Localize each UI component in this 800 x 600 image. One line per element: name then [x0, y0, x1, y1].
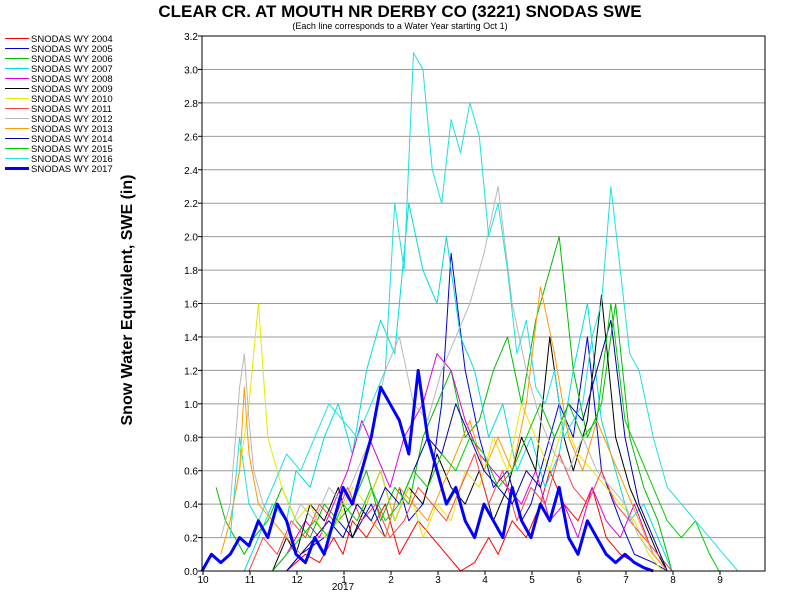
series-line-5 — [272, 294, 668, 572]
legend-swatch — [5, 107, 29, 109]
legend-label: SNODAS WY 2014 — [31, 134, 113, 145]
legend-label: SNODAS WY 2012 — [31, 114, 113, 125]
series-line-4 — [272, 353, 668, 572]
y-axis-ticks: 0.0 0.2 0.4 0.6 0.8 1.0 1.2 1.4 1.6 1.8 2.0 2.2 2.4 2… — [184, 32, 202, 578]
legend-swatch — [5, 157, 29, 159]
legend-label: SNODAS WY 2004 — [31, 34, 113, 45]
y-tick-label: 0.4 — [184, 500, 198, 511]
series-line-8 — [220, 186, 668, 572]
x-tick-label: 1 — [341, 575, 347, 586]
year-label: 2017 — [332, 582, 355, 593]
y-tick-label: 0.8 — [184, 433, 198, 444]
series-line-7 — [248, 453, 673, 572]
legend-label: SNODAS WY 2005 — [31, 44, 113, 55]
x-tick-label: 5 — [529, 575, 535, 586]
legend-swatch — [5, 47, 29, 49]
legend-label: SNODAS WY 2016 — [31, 154, 113, 165]
legend-label: SNODAS WY 2011 — [31, 104, 112, 115]
legend-swatch — [5, 117, 29, 119]
x-axis-ticks: 10 11 12 1 2 3 4 5 6 7 8 9 — [197, 571, 723, 586]
x-tick-label: 3 — [435, 575, 441, 586]
legend-swatch — [5, 77, 29, 79]
legend-label: SNODAS WY 2009 — [31, 84, 113, 95]
chart-subtitle: (Each line corresponds to a Water Year s… — [292, 21, 508, 31]
y-tick-label: 1.8 — [184, 266, 198, 277]
legend-swatch — [5, 166, 29, 170]
x-tick-label: 2 — [388, 575, 394, 586]
legend-label: SNODAS WY 2017 — [31, 164, 113, 175]
legend-label: SNODAS WY 2015 — [31, 144, 113, 155]
legend-swatch — [5, 87, 29, 89]
legend-label: SNODAS WY 2010 — [31, 94, 113, 105]
y-tick-label: 2.6 — [184, 132, 198, 143]
legend: SNODAS WY 2004 SNODAS WY 2005 SNODAS WY 20… — [5, 35, 113, 175]
series-line-1 — [286, 252, 668, 572]
legend-entry: SNODAS WY 2014 — [5, 135, 113, 145]
y-tick-label: 3.0 — [184, 65, 198, 76]
chart-title: CLEAR CR. AT MOUTH NR DERBY CO (3221) SN… — [158, 2, 642, 21]
legend-entry: SNODAS WY 2004 — [5, 35, 113, 45]
x-tick-label: 7 — [623, 575, 629, 586]
series-layer — [200, 52, 739, 573]
legend-entry: SNODAS WY 2006 — [5, 55, 113, 65]
legend-entry: SNODAS WY 2007 — [5, 65, 113, 75]
legend-entry: SNODAS WY 2005 — [5, 45, 113, 55]
legend-swatch — [5, 67, 29, 69]
series-line-3 — [243, 202, 673, 572]
series-line-11 — [272, 303, 720, 572]
legend-entry: SNODAS WY 2016 — [5, 155, 113, 165]
x-tick-label: 12 — [291, 575, 303, 586]
x-tick-label: 9 — [717, 575, 723, 586]
series-line-12 — [229, 52, 739, 572]
legend-swatch — [5, 97, 29, 99]
series-line-10 — [286, 319, 668, 572]
x-tick-label: 4 — [482, 575, 488, 586]
legend-entry: SNODAS WY 2012 — [5, 115, 113, 125]
legend-swatch — [5, 127, 29, 129]
y-tick-label: 1.6 — [184, 300, 198, 311]
y-tick-label: 2.2 — [184, 199, 198, 210]
y-tick-label: 1.4 — [184, 333, 198, 344]
y-tick-label: 2.0 — [184, 233, 198, 244]
y-tick-label: 0.0 — [184, 567, 198, 578]
series-line-6 — [229, 303, 663, 572]
legend-swatch — [5, 57, 29, 59]
y-tick-label: 1.2 — [184, 366, 198, 377]
series-line-9 — [220, 286, 668, 572]
legend-entry: SNODAS WY 2010 — [5, 95, 113, 105]
y-tick-label: 2.4 — [184, 166, 198, 177]
legend-entry: SNODAS WY 2013 — [5, 125, 113, 135]
legend-label: SNODAS WY 2006 — [31, 54, 113, 65]
legend-swatch — [5, 37, 29, 39]
legend-swatch — [5, 137, 29, 139]
series-line-13 — [200, 368, 654, 573]
y-tick-label: 0.6 — [184, 467, 198, 478]
x-tick-label: 6 — [576, 575, 582, 586]
y-tick-label: 3.2 — [184, 32, 198, 43]
legend-label: SNODAS WY 2008 — [31, 74, 113, 85]
x-tick-label: 11 — [245, 575, 256, 586]
legend-entry: SNODAS WY 2008 — [5, 75, 113, 85]
y-tick-label: 1.0 — [184, 400, 198, 411]
legend-label: SNODAS WY 2007 — [31, 64, 113, 75]
legend-entry: SNODAS WY 2015 — [5, 145, 113, 155]
legend-entry: SNODAS WY 2009 — [5, 85, 113, 95]
legend-entry: SNODAS WY 2017 — [5, 165, 113, 175]
legend-swatch — [5, 147, 29, 149]
legend-entry: SNODAS WY 2011 — [5, 105, 113, 115]
legend-label: SNODAS WY 2013 — [31, 124, 113, 135]
series-line-0 — [286, 470, 672, 572]
x-tick-label: 10 — [197, 575, 209, 586]
y-tick-label: 0.2 — [184, 534, 198, 545]
y-tick-label: 2.8 — [184, 99, 198, 110]
x-tick-label: 8 — [670, 575, 676, 586]
